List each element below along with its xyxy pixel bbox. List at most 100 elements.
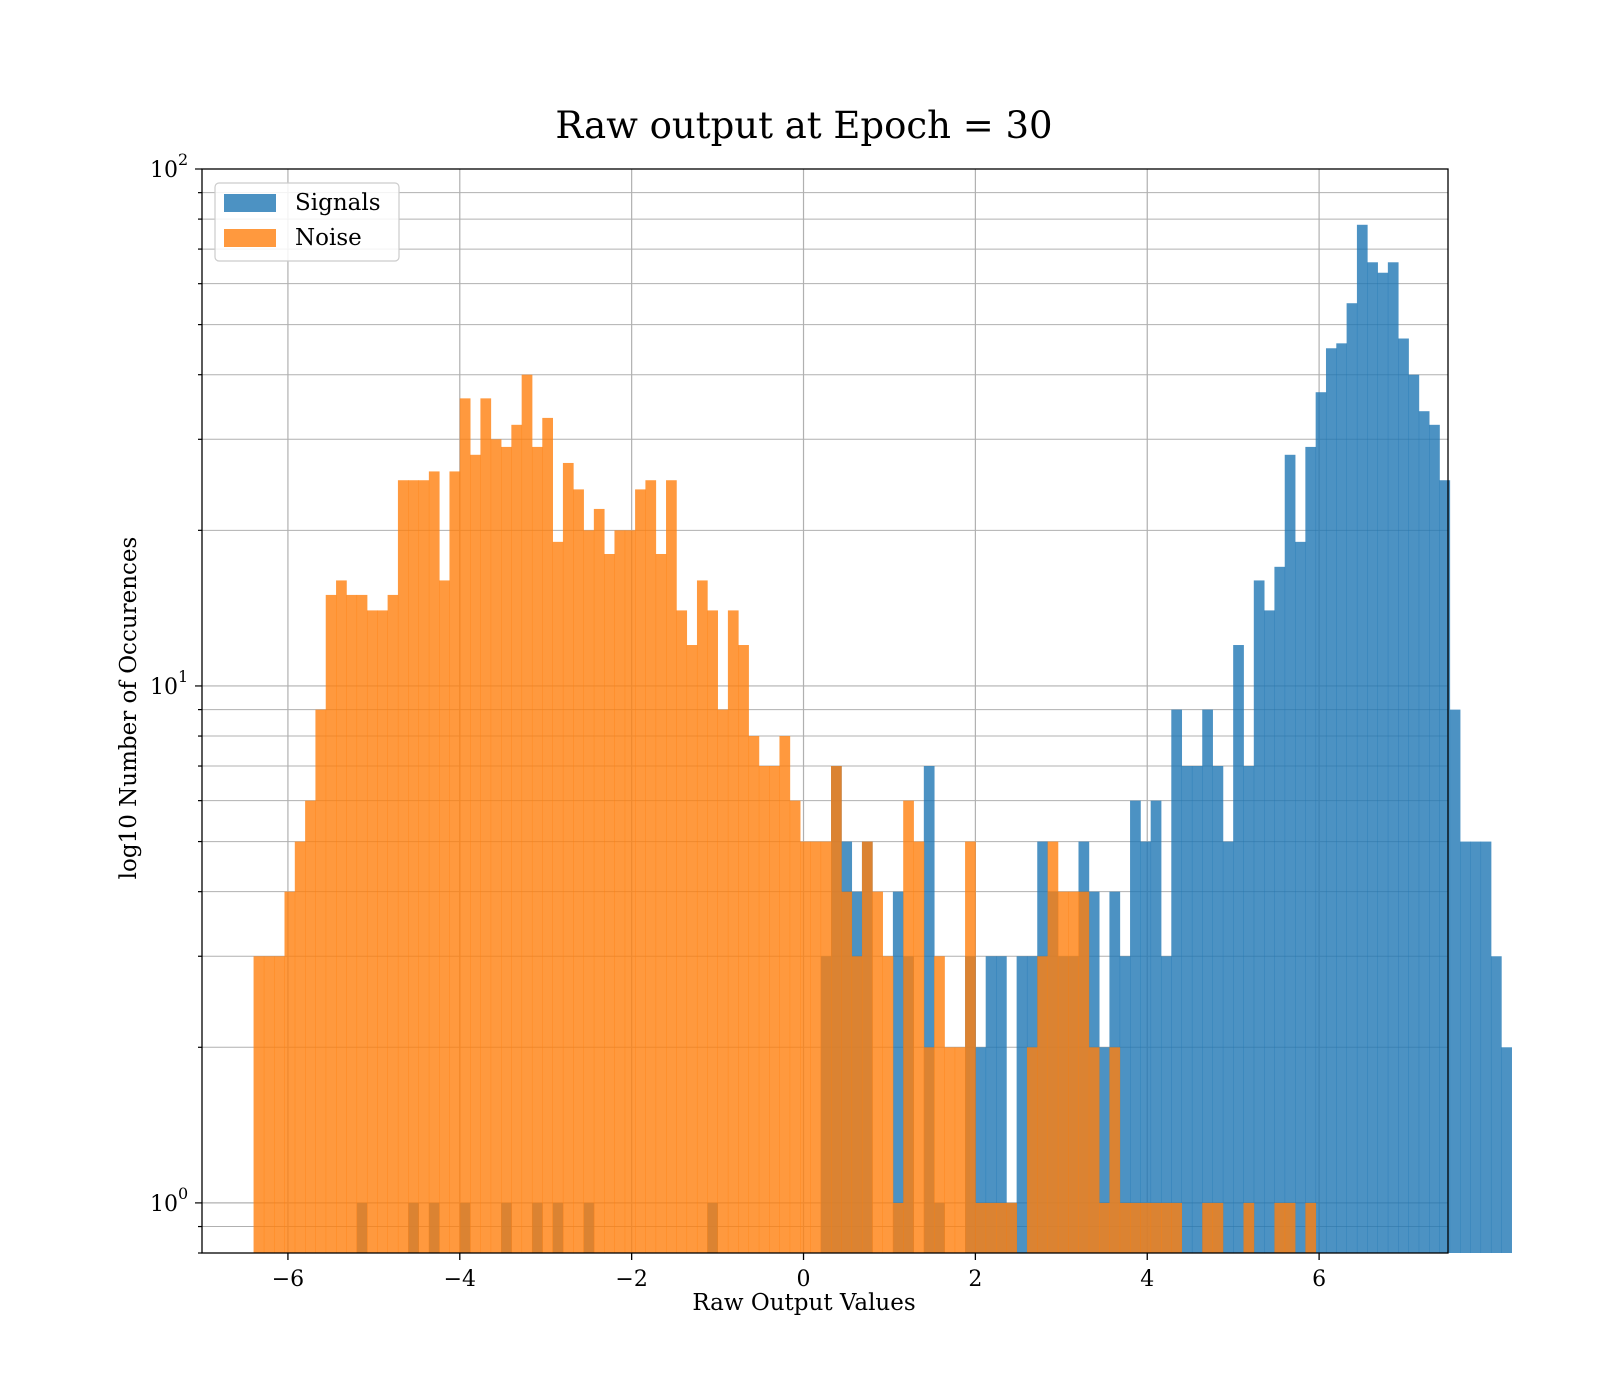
x-tick-label: −2 <box>615 1267 647 1292</box>
x-axis-label: Raw Output Values <box>692 1290 915 1316</box>
histogram-bars <box>253 224 1512 1254</box>
histogram-bar-signals <box>1191 766 1203 1253</box>
histogram-bar-noise <box>800 841 811 1253</box>
histogram-bar-signals <box>1408 374 1420 1253</box>
histogram-bar-signals <box>1439 480 1451 1253</box>
histogram-bar-signals <box>1150 800 1162 1253</box>
histogram-bar-noise <box>841 891 853 1253</box>
histogram-bar-noise <box>727 610 739 1253</box>
histogram-bar-noise <box>831 766 842 1253</box>
histogram-bar-signals <box>1356 224 1368 1253</box>
histogram-bar-noise <box>263 956 275 1253</box>
chart-title: Raw output at Epoch = 30 <box>555 104 1052 147</box>
histogram-bar-noise <box>944 1047 956 1253</box>
histogram-bar-noise <box>820 841 832 1253</box>
histogram-bar-noise <box>1037 956 1048 1253</box>
histogram-bar-noise <box>1099 1202 1110 1253</box>
histogram-bar-signals <box>1212 766 1224 1253</box>
histogram-bar-noise <box>1305 1202 1317 1253</box>
histogram-bar-noise <box>511 424 523 1254</box>
histogram-bar-noise <box>738 645 749 1253</box>
histogram-bar-noise <box>449 471 461 1253</box>
histogram-bar-noise <box>428 471 440 1253</box>
histogram-bar-signals <box>1460 841 1471 1253</box>
histogram-bar-noise <box>593 508 605 1254</box>
axes <box>195 168 1449 1260</box>
histogram-bar-noise <box>284 891 296 1253</box>
histogram-bar-noise <box>490 439 502 1254</box>
histogram-bar-signals <box>1119 956 1131 1253</box>
histogram-bar-noise <box>1171 1202 1183 1253</box>
histogram-bar-noise <box>1202 1202 1213 1253</box>
histogram-bar-noise <box>521 374 533 1253</box>
histogram-bar-noise <box>1243 1202 1255 1253</box>
histogram-bar-noise <box>975 1202 987 1253</box>
histogram-bar-noise <box>531 446 543 1254</box>
histogram-bar-noise <box>934 956 945 1253</box>
histogram-bar-noise <box>696 580 708 1253</box>
histogram-bar-noise <box>346 594 358 1253</box>
x-tick-label: 6 <box>1312 1267 1326 1292</box>
legend-swatch-signals <box>224 194 276 212</box>
histogram-bar-noise <box>459 398 471 1253</box>
histogram-bar-noise <box>439 580 450 1253</box>
histogram-bar-noise <box>655 553 667 1253</box>
histogram-bar-signals <box>1480 841 1492 1253</box>
histogram-bar-signals <box>1325 348 1337 1253</box>
histogram-bar-noise <box>1057 891 1069 1253</box>
y-tick-label: 10 <box>150 1192 178 1217</box>
histogram-bar-signals <box>1367 262 1378 1253</box>
histogram-bar-noise <box>573 489 584 1253</box>
histogram-bar-noise <box>305 800 316 1253</box>
histogram-bar-noise <box>1119 1202 1131 1253</box>
histogram-bar-noise <box>366 610 378 1253</box>
histogram-bar-noise <box>1140 1202 1152 1253</box>
histogram-bar-signals <box>1233 645 1244 1253</box>
histogram-bar-noise <box>325 594 337 1253</box>
histogram-bar-noise <box>1006 1202 1018 1253</box>
histogram-bar-signals <box>1429 424 1440 1254</box>
histogram-bar-signals <box>1387 262 1399 1253</box>
histogram-bar-noise <box>542 417 553 1253</box>
histogram-bar-noise <box>686 645 698 1253</box>
histogram-bar-signals <box>892 891 904 1253</box>
histogram-bar-noise <box>913 841 925 1253</box>
histogram-bar-noise <box>923 1047 935 1253</box>
histogram-bar-noise <box>779 736 791 1253</box>
histogram-bar-signals <box>1315 392 1327 1253</box>
histogram-bar-noise <box>717 709 729 1253</box>
histogram-bar-noise <box>501 446 512 1254</box>
histogram-bar-noise <box>954 1047 966 1253</box>
histogram-bar-signals <box>1501 1047 1512 1253</box>
histogram-bar-signals <box>1140 841 1152 1253</box>
histogram-bar-noise <box>1078 891 1090 1253</box>
histogram-bar-noise <box>480 398 492 1253</box>
legend: Signals Noise <box>214 182 400 262</box>
y-tick-label-exponent: 0 <box>178 1184 188 1203</box>
histogram-bar-signals <box>1490 956 1502 1253</box>
histogram-bar-noise <box>614 530 626 1253</box>
histogram-bar-noise <box>552 541 564 1253</box>
histogram-bar-noise <box>274 956 285 1253</box>
histogram-bar-signals <box>1274 566 1286 1253</box>
histogram-bar-noise <box>1274 1202 1286 1253</box>
histogram-bar-signals <box>1243 766 1255 1253</box>
histogram-bar-signals <box>1398 338 1409 1253</box>
histogram-bar-noise <box>851 956 863 1253</box>
histogram-bar-noise <box>707 610 718 1253</box>
histogram-bar-noise <box>769 766 780 1253</box>
histogram-bar-noise <box>645 480 657 1253</box>
histogram-bar-signals <box>1202 709 1213 1253</box>
y-tick-label-exponent: 1 <box>178 667 188 686</box>
histogram-bar-noise <box>965 841 976 1253</box>
histogram-bar-signals <box>1253 580 1265 1253</box>
y-axis-label: log10 Number of Occurences <box>116 537 142 880</box>
histogram-bar-noise <box>1047 841 1059 1253</box>
x-tick-label: −6 <box>272 1267 304 1292</box>
plot-frame <box>201 168 1449 1254</box>
histogram-bar-noise <box>294 841 306 1253</box>
x-tick-label: 2 <box>968 1267 982 1292</box>
